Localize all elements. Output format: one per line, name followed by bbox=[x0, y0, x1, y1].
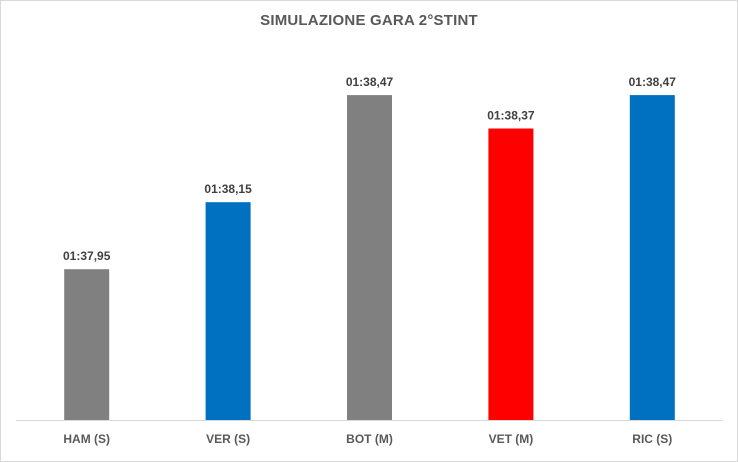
chart-title: SIMULAZIONE GARA 2°STINT bbox=[260, 12, 478, 29]
x-tick-label-0: HAM (S) bbox=[63, 432, 110, 446]
x-tick-label-2: BOT (M) bbox=[346, 432, 393, 446]
data-label-2: 01:38,47 bbox=[346, 75, 394, 89]
x-tick-label-1: VER (S) bbox=[206, 432, 250, 446]
x-tick-label-4: RIC (S) bbox=[632, 432, 672, 446]
bar-2 bbox=[347, 95, 392, 420]
bar-1 bbox=[205, 202, 251, 420]
data-label-4: 01:38,47 bbox=[629, 75, 677, 89]
x-tick-label-3: VET (M) bbox=[489, 432, 534, 446]
data-label-1: 01:38,15 bbox=[204, 182, 252, 196]
data-label-0: 01:37,95 bbox=[63, 249, 111, 263]
bar-3 bbox=[488, 128, 534, 420]
bar-0 bbox=[64, 269, 110, 420]
bar-4 bbox=[629, 95, 675, 420]
data-label-3: 01:38,37 bbox=[487, 109, 535, 123]
